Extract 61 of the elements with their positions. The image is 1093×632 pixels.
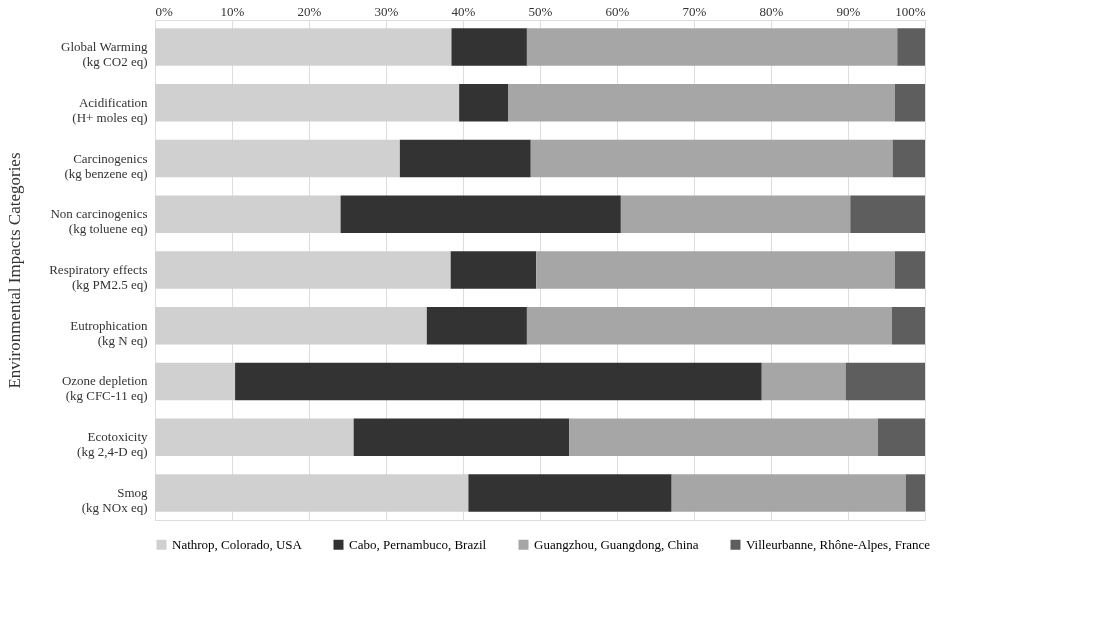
x-tick-label: 20% xyxy=(297,3,322,19)
bar xyxy=(426,307,527,345)
y-tick-label: Acidification (H+ moles eq) xyxy=(72,94,148,125)
bar xyxy=(155,84,460,122)
y-tick-label: Ozone depletion (kg CFC-11 eq) xyxy=(61,373,148,404)
x-tick-label: 70% xyxy=(682,3,707,19)
legend-label: Guangzhou, Guangdong, China xyxy=(534,536,699,552)
bar xyxy=(892,139,925,178)
bar xyxy=(155,195,341,233)
y-tick-label: Non carcinogenics (kg toluene eq) xyxy=(50,206,148,237)
bar xyxy=(905,474,925,512)
bar xyxy=(155,474,469,512)
bar xyxy=(894,251,925,289)
y-tick-label: Eutrophication (kg N eq) xyxy=(70,317,148,348)
bar xyxy=(526,307,892,345)
y-axis-title: Environmental Impacts Categories xyxy=(5,152,25,389)
legend-label: Nathrop, Colorado, USA xyxy=(172,536,303,552)
y-tick-label: Global Warming (kg CO2 eq) xyxy=(61,39,148,70)
x-tick-label: 80% xyxy=(759,3,784,19)
x-tick-label: 90% xyxy=(836,3,861,19)
bar xyxy=(450,251,537,289)
y-tick-label: Smog (kg NOx eq) xyxy=(81,484,148,515)
bar xyxy=(536,251,895,289)
bar xyxy=(620,195,851,233)
bar xyxy=(353,418,570,456)
bar xyxy=(508,84,895,122)
bar xyxy=(155,307,427,345)
y-tick-label: Carcinogenics (kg benzene eq) xyxy=(64,150,148,181)
bar xyxy=(530,139,893,178)
bar xyxy=(569,418,879,456)
x-tick-label: 0% xyxy=(155,3,173,19)
bar xyxy=(340,195,621,233)
bar xyxy=(526,28,898,66)
bar xyxy=(897,28,925,66)
bar xyxy=(671,474,906,512)
bar xyxy=(155,362,236,401)
x-tick-label: 60% xyxy=(605,3,630,19)
bar xyxy=(155,28,452,66)
bar xyxy=(155,139,400,178)
bar xyxy=(155,418,354,456)
y-tick-label: Respiratory effects (kg PM2.5 eq) xyxy=(49,262,148,292)
bar xyxy=(761,362,846,401)
x-tick-label: 10% xyxy=(220,3,245,19)
bar xyxy=(894,84,925,122)
y-tick-label: Ecotoxicity (kg 2,4-D eq) xyxy=(77,429,148,460)
bar xyxy=(468,474,672,512)
bar xyxy=(399,139,531,178)
bar xyxy=(850,195,925,233)
bar xyxy=(878,418,925,456)
x-tick-label: 100% xyxy=(895,3,926,19)
x-tick-label: 50% xyxy=(528,3,553,19)
legend-label: Cabo, Pernambuco, Brazil xyxy=(349,536,487,552)
bar xyxy=(459,84,509,122)
x-tick-label: 30% xyxy=(374,3,399,19)
bar xyxy=(235,362,762,401)
x-tick-label: 40% xyxy=(451,3,476,19)
bar xyxy=(155,251,451,289)
bar xyxy=(451,28,527,66)
legend-label: Villeurbanne, Rhône-Alpes, France xyxy=(746,536,931,552)
bar xyxy=(891,307,925,345)
bar xyxy=(845,362,925,401)
